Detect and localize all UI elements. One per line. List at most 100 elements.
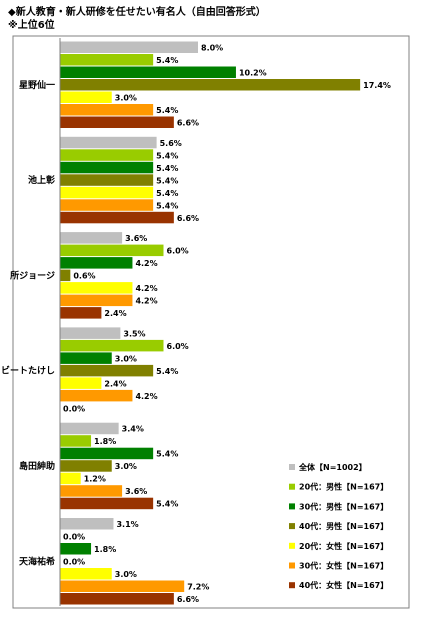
data-label: 5.4% — [156, 106, 178, 115]
chart-title: ◆新人教育・新人研修を任せたい有名人（自由回答形式） ※上位6位 — [8, 6, 266, 32]
data-label: 6.0% — [167, 247, 189, 256]
bar — [60, 66, 236, 78]
legend-swatch — [289, 464, 295, 470]
bar — [60, 211, 174, 224]
data-label: 5.4% — [156, 164, 178, 173]
data-label: 17.4% — [363, 81, 391, 90]
category-label: 所ジョージ — [10, 269, 55, 281]
data-label: 2.4% — [104, 379, 126, 388]
bar — [60, 435, 92, 447]
bar — [60, 41, 198, 53]
data-label: 5.6% — [160, 139, 182, 148]
data-label: 1.8% — [94, 545, 116, 554]
bar — [60, 543, 92, 555]
legend-swatch — [289, 503, 295, 510]
legend-label: 40代：女性【N=167】 — [299, 580, 388, 590]
bar — [60, 269, 71, 282]
data-label: 5.4% — [156, 56, 178, 65]
data-label: 3.6% — [125, 234, 147, 243]
data-label: 5.4% — [156, 201, 178, 210]
data-label: 3.0% — [115, 354, 137, 363]
plot-frame — [12, 35, 410, 609]
data-label: 0.0% — [63, 533, 85, 542]
bar — [60, 377, 102, 389]
bar — [60, 352, 112, 364]
bar — [60, 307, 102, 319]
category-label: ビートたけし — [1, 365, 55, 377]
bar — [60, 447, 154, 460]
data-label: 5.4% — [156, 189, 178, 198]
data-label: 8.0% — [201, 44, 223, 53]
data-label: 3.1% — [116, 520, 138, 529]
bar — [60, 244, 164, 257]
legend-label: 30代：男性【N=167】 — [299, 501, 388, 511]
data-label: 5.4% — [156, 151, 178, 160]
data-label: 0.6% — [73, 272, 95, 281]
legend-swatch — [289, 562, 295, 569]
data-label: 1.8% — [94, 437, 116, 446]
bar — [60, 104, 154, 116]
legend-label: 20代：男性【N=167】 — [299, 482, 388, 492]
data-label: 3.0% — [115, 462, 137, 471]
chart-subtitle: ※上位6位 — [8, 20, 55, 31]
bar — [60, 593, 174, 605]
category-label: 星野仙一 — [19, 79, 55, 91]
data-label: 4.2% — [135, 297, 157, 306]
legend-swatch — [289, 542, 295, 549]
data-label: 3.6% — [125, 487, 147, 496]
data-label: 3.4% — [122, 425, 144, 434]
bar — [60, 91, 112, 103]
data-label: 5.4% — [156, 450, 178, 459]
data-label: 4.2% — [135, 259, 157, 268]
data-label: 5.4% — [156, 367, 178, 376]
legend-label: 20代：女性【N=167】 — [299, 541, 388, 551]
data-label: 6.6% — [177, 119, 199, 128]
legend-label: 30代：女性【N=167】 — [299, 561, 388, 571]
data-label: 6.6% — [177, 214, 199, 223]
category-label: 島田紳助 — [19, 460, 55, 472]
data-label: 4.2% — [135, 284, 157, 293]
data-label: 0.0% — [63, 404, 85, 413]
bar — [60, 232, 123, 244]
bar — [60, 136, 157, 149]
data-label: 2.4% — [104, 309, 126, 318]
bar — [60, 497, 154, 510]
data-label: 6.6% — [177, 595, 199, 604]
data-label: 3.0% — [115, 570, 137, 579]
bar — [60, 568, 112, 580]
data-label: 0.0% — [63, 558, 85, 567]
bar — [60, 199, 154, 211]
data-label: 5.4% — [156, 500, 178, 509]
data-label: 5.4% — [156, 176, 178, 185]
bar — [60, 389, 133, 402]
bar — [60, 54, 154, 66]
legend-swatch — [289, 582, 295, 589]
legend-swatch — [289, 523, 295, 530]
category-label: 天海祐希 — [19, 555, 55, 567]
bar — [60, 161, 154, 174]
data-label: 3.5% — [123, 329, 145, 338]
bar — [60, 364, 154, 377]
bar — [60, 79, 361, 91]
data-label: 3.0% — [115, 94, 137, 103]
legend-label: 全体【N=1002】 — [298, 462, 367, 472]
data-label: 10.2% — [239, 69, 267, 78]
category-label: 池上彰 — [28, 174, 55, 186]
bar — [60, 327, 121, 339]
bar — [60, 518, 114, 530]
data-label: 7.2% — [187, 583, 209, 592]
bar — [60, 460, 112, 472]
bar — [60, 580, 185, 592]
bar — [60, 472, 81, 485]
data-label: 6.0% — [167, 342, 189, 351]
bar — [60, 149, 154, 161]
bar — [60, 339, 164, 352]
data-label: 1.2% — [84, 475, 106, 484]
bar — [60, 116, 174, 128]
data-label: 4.2% — [135, 392, 157, 401]
chart-title-text: ◆新人教育・新人研修を任せたい有名人（自由回答形式） — [8, 7, 266, 18]
legend-swatch — [289, 483, 295, 490]
bar — [60, 257, 133, 269]
bar — [60, 294, 133, 307]
